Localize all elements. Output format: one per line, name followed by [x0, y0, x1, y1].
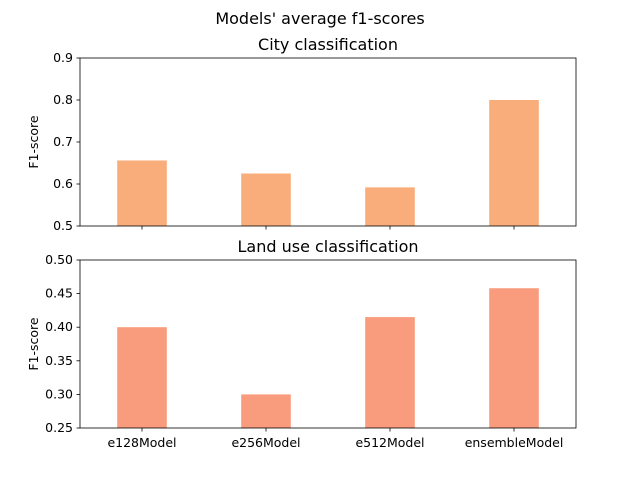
bar-e128Model	[117, 160, 167, 226]
x-tick-label: ensembleModel	[465, 435, 564, 450]
y-tick-label: 0.30	[45, 386, 73, 401]
x-tick-label: e512Model	[355, 435, 424, 450]
subplot-2: 0.25 0.30 0.35 0.40 0.45 0.50 e128Model e256Mod…	[26, 237, 577, 450]
bar-e512Model	[365, 317, 415, 428]
y-axis-label: F1-score	[26, 317, 41, 371]
y-tick-label: 0.9	[53, 50, 73, 65]
y-tick-label: 0.50	[45, 252, 73, 267]
y-tick-label: 0.45	[45, 286, 73, 301]
subplot-title: Land use classification	[238, 237, 419, 256]
y-tick-label: 0.7	[53, 134, 73, 149]
bar-e256Model	[241, 394, 291, 428]
plot-frame	[79, 259, 577, 429]
x-tick-label: e128Model	[107, 435, 176, 450]
bar-ensembleModel	[489, 100, 539, 226]
figure-suptitle: Models' average f1-scores	[215, 9, 424, 28]
y-tick-label: 0.6	[53, 176, 73, 191]
y-tick-label: 0.40	[45, 319, 73, 334]
x-tick-label: e256Model	[231, 435, 300, 450]
subplot-1: 0.5 0.6 0.7 0.8 0.9 City classification F1-sco…	[26, 35, 577, 233]
y-tick-label: 0.8	[53, 92, 73, 107]
y-axis-label: F1-score	[26, 115, 41, 169]
bar-e128Model	[117, 327, 167, 428]
y-tick-label: 0.35	[45, 353, 73, 368]
bar-ensembleModel	[489, 288, 539, 428]
y-tick-label: 0.5	[53, 218, 73, 233]
bar-e512Model	[365, 187, 415, 226]
subplot-title: City classification	[258, 35, 398, 54]
bar-e256Model	[241, 173, 291, 226]
y-tick-label: 0.25	[45, 420, 73, 435]
